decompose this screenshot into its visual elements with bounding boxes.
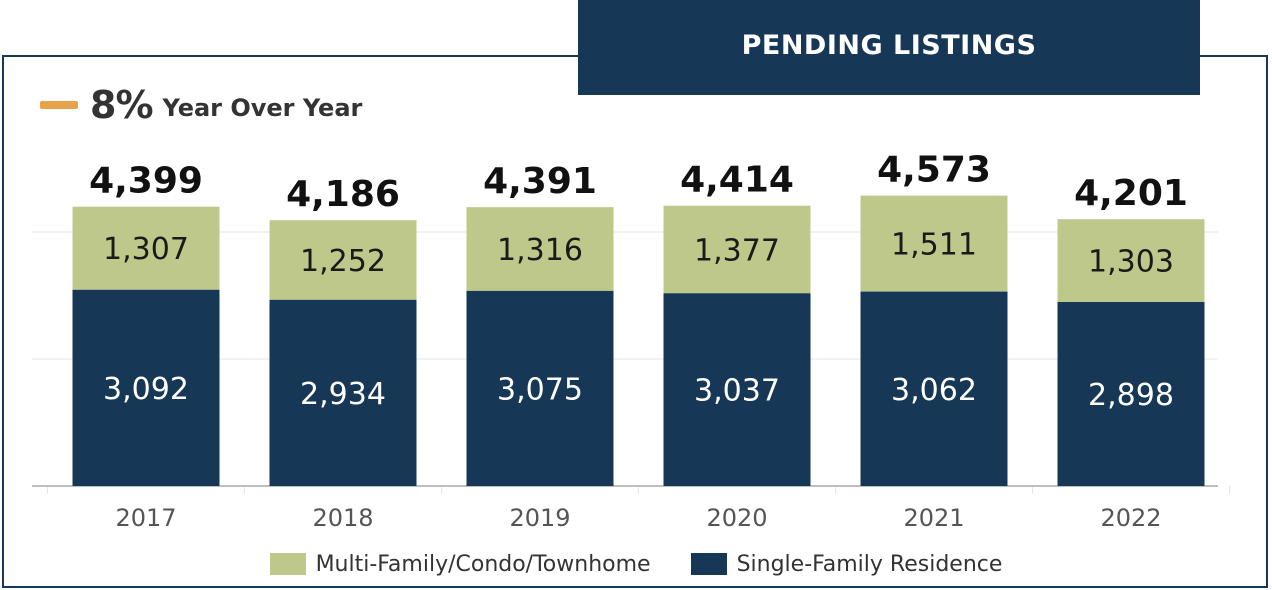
legend-label-single-family: Single-Family Residence <box>736 551 1003 577</box>
bar-single-family-2020 <box>663 293 811 486</box>
total-label: 4,414 <box>680 160 794 201</box>
data-label-single-family: 3,037 <box>694 374 780 409</box>
x-tick-label: 2021 <box>903 504 964 532</box>
x-tick-label: 2019 <box>509 504 570 532</box>
bar-single-family-2018 <box>269 299 417 486</box>
data-label-single-family: 3,062 <box>891 373 977 408</box>
data-label-multi-family: 1,307 <box>103 232 189 267</box>
total-label: 4,391 <box>483 161 597 202</box>
x-tick-label: 2018 <box>312 504 373 532</box>
legend: Multi-Family/Condo/Townhome Single-Famil… <box>0 546 1272 582</box>
yoy-indicator: 8% Year Over Year <box>40 80 362 130</box>
bar-multi-family-2017 <box>72 206 220 290</box>
chart-title: PENDING LISTINGS <box>741 30 1037 61</box>
legend-item-single-family: Single-Family Residence <box>690 551 1003 577</box>
legend-item-multi-family: Multi-Family/Condo/Townhome <box>269 551 651 577</box>
bar-multi-family-2018 <box>269 220 417 300</box>
yoy-dash-icon <box>40 101 78 109</box>
data-label-multi-family: 1,252 <box>300 244 386 279</box>
bar-multi-family-2020 <box>663 205 811 294</box>
bar-single-family-2017 <box>72 289 220 486</box>
total-label: 4,399 <box>89 161 203 202</box>
legend-swatch-single-family <box>690 553 727 575</box>
yoy-percent: 8% <box>90 83 154 127</box>
data-label-single-family: 2,934 <box>300 377 386 412</box>
data-label-multi-family: 1,316 <box>497 233 583 268</box>
data-label-single-family: 2,898 <box>1088 378 1174 413</box>
data-label-single-family: 3,075 <box>497 372 583 407</box>
data-label-multi-family: 1,303 <box>1088 245 1174 280</box>
yoy-label: Year Over Year <box>162 94 363 122</box>
bar-multi-family-2019 <box>466 207 614 291</box>
bar-multi-family-2021 <box>860 195 1008 292</box>
bar-single-family-2022 <box>1057 301 1205 486</box>
bar-multi-family-2022 <box>1057 219 1205 302</box>
total-label: 4,573 <box>877 150 991 191</box>
legend-label-multi-family: Multi-Family/Condo/Townhome <box>315 551 651 577</box>
total-label: 4,186 <box>286 174 400 215</box>
legend-swatch-multi-family <box>269 553 306 575</box>
x-tick-label: 2017 <box>115 504 176 532</box>
total-label: 4,201 <box>1074 173 1188 214</box>
data-label-multi-family: 1,511 <box>891 228 977 263</box>
title-banner: PENDING LISTINGS <box>578 0 1200 95</box>
data-label-multi-family: 1,377 <box>694 233 780 268</box>
bar-single-family-2021 <box>860 291 1008 486</box>
data-label-single-family: 3,092 <box>103 372 189 407</box>
x-tick-label: 2020 <box>706 504 767 532</box>
bar-single-family-2019 <box>466 290 614 486</box>
x-tick-label: 2022 <box>1100 504 1161 532</box>
